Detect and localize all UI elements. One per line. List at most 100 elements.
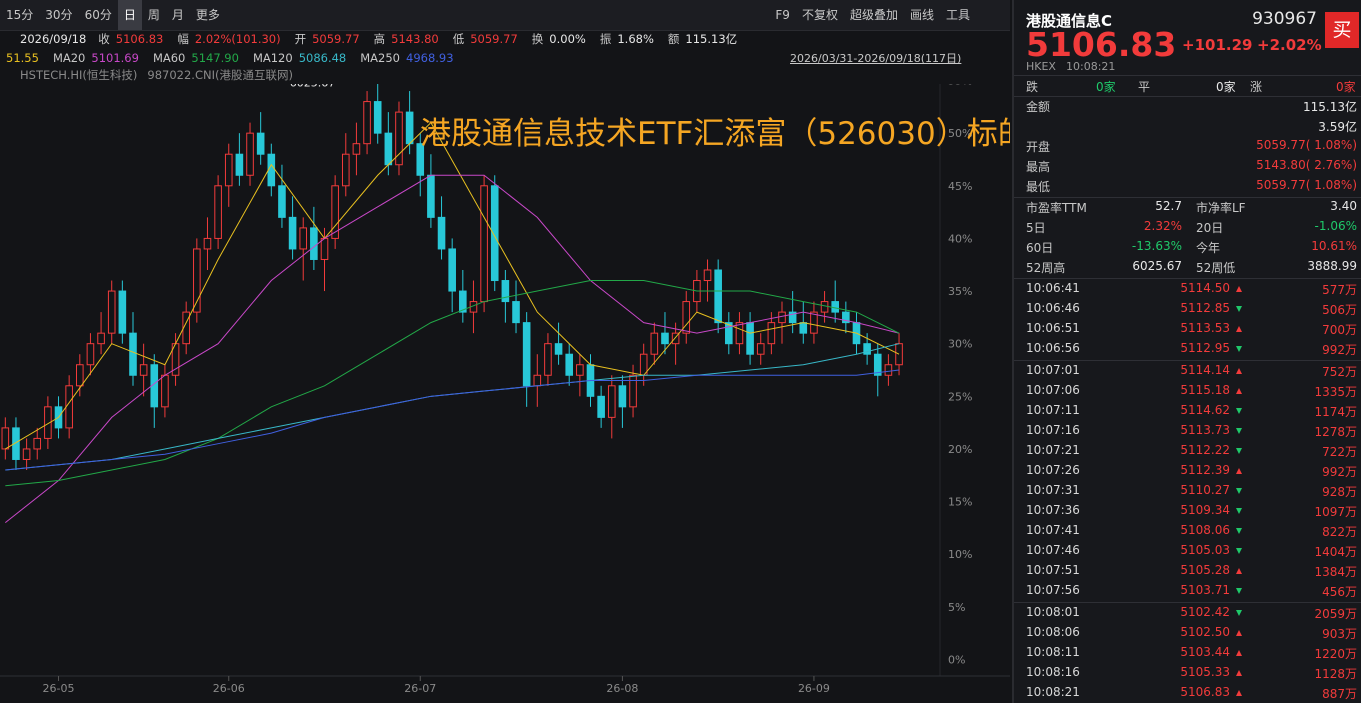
y-tick-label: 0%	[948, 653, 965, 666]
stat-value: 3888.99	[1307, 259, 1357, 273]
info-label: 换	[531, 32, 544, 46]
exchange: HKEX	[1026, 60, 1056, 73]
breadth-value: 0家	[1216, 80, 1236, 94]
trade-direction	[1236, 286, 1242, 292]
trade-volume: 1097万	[1314, 505, 1357, 519]
period-tab[interactable]: 15分	[6, 8, 34, 22]
candle-body	[437, 216, 446, 250]
stat-value: 6025.67	[1132, 259, 1182, 273]
trade-volume: 1404万	[1314, 545, 1357, 559]
trade-volume: 1278万	[1314, 425, 1357, 439]
candle-body	[842, 311, 850, 324]
candle-body	[363, 101, 371, 145]
stat-label: 20日	[1196, 221, 1224, 235]
period-tab[interactable]: 日	[117, 0, 142, 30]
trade-direction	[1236, 306, 1242, 312]
candle-body	[873, 353, 882, 376]
separator	[1014, 278, 1361, 279]
breadth-value: 0家	[1096, 80, 1116, 94]
tools: F9 不复权 超级叠加 画线 工具	[763, 0, 970, 30]
summary-label: 开盘	[1026, 140, 1051, 154]
legend-value: 5147.90	[191, 50, 239, 65]
legend-value: 5086.48	[298, 50, 347, 65]
tool-button[interactable]: F9	[775, 8, 790, 22]
period-tab[interactable]: 30分	[45, 8, 73, 22]
separator	[1014, 602, 1361, 603]
tool-button[interactable]: 工具	[945, 8, 970, 22]
info-label: 低	[452, 32, 465, 46]
ma-line	[5, 280, 900, 487]
candle-body	[65, 385, 73, 429]
trade-time: 10:07:31	[1026, 483, 1080, 497]
trade-price: 5109.34	[1180, 503, 1230, 517]
trade-price: 5102.42	[1180, 605, 1230, 619]
summary-value: 5059.77( 1.08%)	[1256, 178, 1357, 192]
trade-direction	[1236, 508, 1242, 514]
x-tick-label: 26-05	[43, 682, 75, 695]
info-value: 115.13亿	[685, 32, 738, 46]
info-value: 5059.77	[312, 32, 360, 46]
trade-price: 5106.83	[1180, 685, 1230, 699]
candle-body	[735, 322, 744, 345]
change-pct: +2.02%	[1257, 36, 1322, 54]
trade-volume: 722万	[1322, 445, 1357, 459]
trade-time: 10:07:36	[1026, 503, 1080, 517]
trade-time: 10:06:41	[1026, 281, 1080, 295]
trade-price: 5114.50	[1180, 281, 1230, 295]
candle-body	[86, 343, 95, 366]
candle-body	[97, 332, 105, 345]
separator	[1014, 360, 1361, 361]
tool-button[interactable]: 不复权	[801, 8, 838, 22]
trade-price: 5105.33	[1180, 665, 1230, 679]
ma-line	[5, 343, 900, 471]
trade-direction	[1236, 548, 1242, 554]
candle-body	[618, 385, 627, 408]
candle-body	[597, 395, 605, 418]
separator	[1014, 96, 1361, 97]
y-tick-label: 50%	[948, 127, 972, 140]
trade-direction	[1236, 488, 1242, 494]
candle-body	[522, 322, 531, 387]
candle-body	[235, 153, 244, 176]
instrument-name: 港股通信息C	[1026, 12, 1113, 30]
overlay-bar: HSTECH.HI(恒生科技) 987022.CNI(港股通互联网)	[6, 67, 293, 82]
period-tab[interactable]: 更多	[195, 8, 220, 22]
candle-body	[778, 311, 786, 324]
overlay-name: HSTECH.HI(恒生科技)	[20, 67, 138, 82]
tool-button[interactable]: 超级叠加	[849, 8, 898, 22]
period-tab[interactable]: 周	[147, 8, 160, 22]
candle-body	[682, 301, 691, 334]
trade-volume: 822万	[1322, 525, 1357, 539]
candle-body	[554, 343, 563, 355]
candle-body	[863, 343, 871, 355]
trade-time: 10:07:16	[1026, 423, 1080, 437]
stat-label: 市净率LF	[1196, 201, 1246, 215]
trade-time: 10:07:51	[1026, 563, 1080, 577]
candle-body	[256, 132, 265, 155]
candle-body	[107, 290, 116, 334]
summary-value: 3.59亿	[1318, 120, 1357, 134]
tool-button[interactable]: 画线	[909, 8, 934, 22]
summary-value: 5143.80( 2.76%)	[1256, 158, 1357, 172]
period-tab[interactable]: 月	[171, 8, 184, 22]
candle-body	[310, 227, 318, 260]
y-tick-label: 55%	[948, 84, 972, 88]
stat-label: 52周高	[1026, 261, 1066, 275]
period-tab[interactable]: 60分	[84, 8, 112, 22]
trade-direction	[1236, 610, 1242, 616]
trade-volume: 1220万	[1314, 647, 1357, 661]
separator	[1014, 197, 1361, 198]
candle-body	[288, 216, 297, 250]
separator	[1014, 75, 1361, 76]
info-label: 幅	[177, 32, 189, 46]
candle-body	[246, 132, 254, 176]
buy-button[interactable]: 买	[1325, 12, 1359, 48]
quote-time: 10:08:21	[1066, 60, 1116, 73]
trade-time: 10:07:11	[1026, 403, 1080, 417]
candle-body	[22, 448, 31, 460]
trade-time: 10:08:11	[1026, 645, 1080, 659]
legend-value: 4968.93	[406, 50, 454, 65]
y-tick-label: 20%	[948, 443, 972, 456]
trade-volume: 506万	[1322, 303, 1357, 317]
trade-direction	[1236, 346, 1242, 352]
